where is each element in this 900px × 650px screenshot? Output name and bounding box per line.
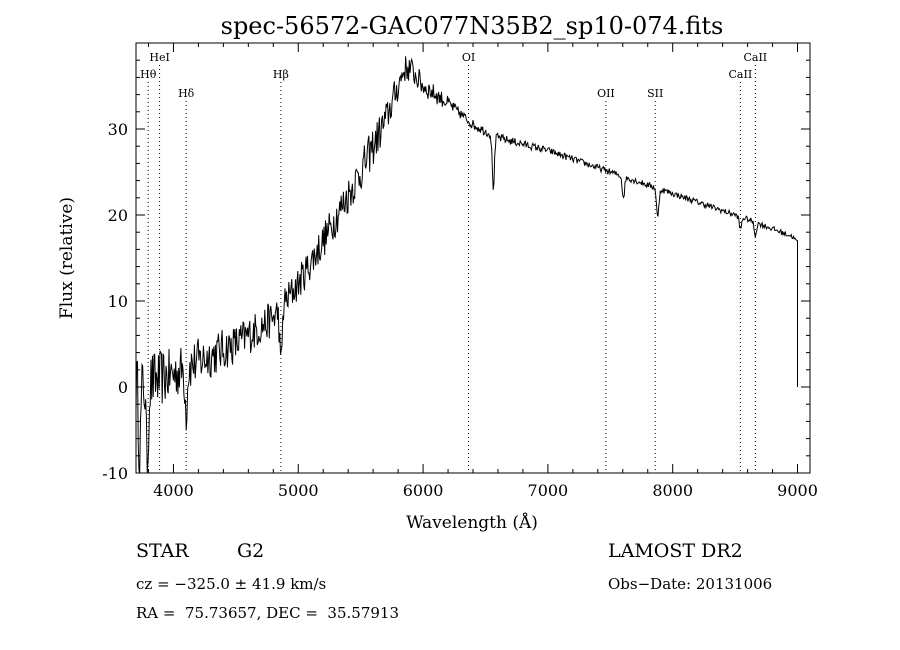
y-tick-label: 0 <box>118 378 128 397</box>
line-marker-label: OII <box>597 87 615 100</box>
line-marker-label: Hβ <box>273 68 289 81</box>
y-axis-label: Flux (relative) <box>57 197 77 319</box>
survey-name: LAMOST DR2 <box>608 540 743 562</box>
line-marker-label: HeI <box>149 51 169 64</box>
y-tick-label: 20 <box>108 206 128 225</box>
plot-frame <box>135 42 811 474</box>
x-axis-label: Wavelength (Å) <box>406 512 538 533</box>
x-tick-label: 7000 <box>528 481 569 500</box>
observation-date: Obs−Date: 20131006 <box>608 575 773 593</box>
line-marker-label: OI <box>462 51 475 64</box>
line-markers: HeI Hθ Hδ Hβ OI OII SII CaII CaII <box>140 51 767 473</box>
object-class: STAR <box>136 540 189 562</box>
x-tick-label: 4000 <box>153 481 194 500</box>
line-marker-label: CaII <box>743 51 767 64</box>
object-subclass: G2 <box>237 540 265 562</box>
line-marker-label: Hθ <box>140 68 157 81</box>
x-tick-label: 6000 <box>403 481 444 500</box>
y-tick-label: 10 <box>108 292 128 311</box>
y-tick-label: 30 <box>108 120 128 139</box>
chart-title: spec-56572-GAC077N35B2_sp10-074.fits <box>221 12 724 40</box>
redshift-velocity: cz = −325.0 ± 41.9 km/s <box>136 575 327 593</box>
coordinates: RA = 75.73657, DEC = 35.57913 <box>136 604 400 622</box>
x-tick-label: 8000 <box>652 481 693 500</box>
axis-ticks: 4000 5000 6000 7000 8000 9000 -10 0 10 20 30 <box>102 42 818 500</box>
line-marker-label: Hδ <box>178 87 195 100</box>
y-tick-label: -10 <box>102 464 128 483</box>
x-tick-label: 9000 <box>777 481 818 500</box>
line-marker-label: CaII <box>729 68 753 81</box>
spectrum-line <box>135 56 798 474</box>
x-tick-label: 5000 <box>278 481 319 500</box>
line-marker-label: SII <box>647 87 663 100</box>
